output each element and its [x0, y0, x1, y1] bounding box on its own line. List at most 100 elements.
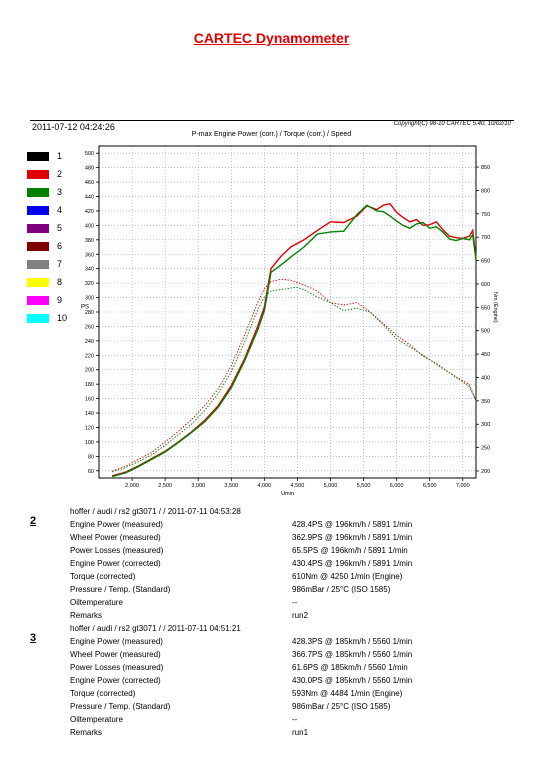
x-tick-label: 5,500: [357, 483, 371, 489]
legend-swatch: [27, 314, 49, 323]
run-block: 3 hoffer / audi / rs2 gt3071 / / 2011-07-…: [30, 622, 510, 739]
legend-swatch: [27, 242, 49, 251]
run-row: Oiltemperature --: [70, 713, 543, 726]
run-row-value: 593Nm @ 4484 1/min (Engine): [292, 689, 403, 698]
x-axis-label: Umin: [281, 491, 294, 497]
legend-label: 8: [57, 277, 63, 287]
run-row-value: 362.9PS @ 196km/h / 5891 1/min: [292, 533, 413, 542]
x-tick-label: 2,000: [125, 483, 139, 489]
y-tick-label: 440: [85, 195, 94, 201]
run-row-value: run1: [292, 728, 309, 737]
legend-swatch: [27, 206, 49, 215]
run-row-label: Engine Power (corrected): [70, 559, 161, 568]
y-tick-label: 380: [85, 238, 94, 244]
run-row-value: 65.5PS @ 196km/h / 5891 1/min: [292, 546, 408, 555]
run-row-label: Torque (corrected): [70, 689, 136, 698]
run-row-label: Wheel Power (measured): [70, 650, 161, 659]
run-row-value: 428.3PS @ 185km/h / 5560 1/min: [292, 637, 413, 646]
x-tick-label: 5,000: [324, 483, 338, 489]
legend-swatch: [27, 260, 49, 269]
y2-tick-label: 400: [481, 375, 490, 381]
y-tick-label: 260: [85, 324, 94, 330]
run-row: Power Losses (measured) 65.5PS @ 196km/h …: [70, 544, 543, 557]
run-row: Pressure / Temp. (Standard) 986mBar / 25°…: [70, 700, 543, 713]
run-row: Engine Power (measured) 428.3PS @ 185km/h…: [70, 635, 543, 648]
y2-tick-label: 500: [481, 329, 490, 335]
legend-item: 10: [27, 313, 87, 324]
x-tick-label: 4,500: [291, 483, 305, 489]
run-row-label: Remarks: [70, 611, 103, 620]
y2-tick-label: 850: [481, 165, 490, 171]
y-tick-label: 140: [85, 411, 94, 417]
y-tick-label: 80: [88, 454, 94, 460]
run-row: Power Losses (measured) 61.6PS @ 185km/h …: [70, 661, 543, 674]
run-row: Oiltemperature --: [70, 596, 543, 609]
legend-item: 6: [27, 241, 87, 252]
legend-swatch: [27, 170, 49, 179]
y-tick-label: 240: [85, 339, 94, 345]
run-row: Remarks run1: [70, 726, 543, 739]
legend-swatch: [27, 296, 49, 305]
y-tick-label: 220: [85, 353, 94, 359]
report-datetime: 2011-07-12 04:24:26: [32, 122, 115, 132]
run-number: 2: [30, 515, 37, 527]
header-divider: [30, 120, 514, 121]
run-block: 2 hoffer / audi / rs2 gt3071 / / 2011-07-…: [30, 505, 510, 622]
legend-item: 4: [27, 205, 87, 216]
legend-item: 7: [27, 259, 87, 270]
y-tick-label: 180: [85, 382, 94, 388]
y2-tick-label: 600: [481, 282, 490, 288]
y2-tick-label: 300: [481, 422, 490, 428]
y2-tick-label: 650: [481, 259, 490, 265]
run-row-value: 430.0PS @ 185km/h / 5560 1/min: [292, 676, 413, 685]
run-row-label: Engine Power (corrected): [70, 676, 161, 685]
run-header: hoffer / audi / rs2 gt3071 / / 2011-07-1…: [70, 507, 241, 516]
legend-label: 6: [57, 241, 63, 251]
legend-item: 9: [27, 295, 87, 306]
x-tick-label: 6,500: [423, 483, 437, 489]
y-tick-label: 360: [85, 252, 94, 258]
legend-label: 7: [57, 259, 63, 269]
legend-item: 2: [27, 169, 87, 180]
x-tick-label: 2,500: [158, 483, 172, 489]
series-line-power-run3: [112, 204, 477, 478]
y2-tick-label: 200: [481, 469, 490, 475]
run-row: Engine Power (corrected) 430.4PS @ 196km/…: [70, 557, 543, 570]
run-row-value: 61.6PS @ 185km/h / 5560 1/min: [292, 663, 408, 672]
y2-tick-label: 350: [481, 399, 490, 405]
y-tick-label: 320: [85, 281, 94, 287]
x-tick-label: 7,000: [456, 483, 470, 489]
run-row-value: 430.4PS @ 196km/h / 5891 1/min: [292, 559, 413, 568]
run-row: Engine Power (measured) 428.4PS @ 196km/h…: [70, 518, 543, 531]
y2-tick-label: 800: [481, 188, 490, 194]
run-row-label: Torque (corrected): [70, 572, 136, 581]
legend-label: 5: [57, 223, 63, 233]
run-row-value: run2: [292, 611, 309, 620]
y-tick-label: 400: [85, 223, 94, 229]
run-row: Remarks run2: [70, 609, 543, 622]
legend-swatch: [27, 188, 49, 197]
y-tick-label: 200: [85, 368, 94, 374]
copyright-text: Copyright(C) 98-10 CARTEC 5.40, 10/02/10: [393, 121, 511, 127]
y-tick-label: 60: [88, 469, 94, 475]
y2-tick-label: 450: [481, 352, 490, 358]
y-tick-label: 300: [85, 296, 94, 302]
y-tick-label: 420: [85, 209, 94, 215]
x-tick-label: 4,000: [257, 483, 271, 489]
run-row-value: --: [292, 598, 298, 607]
run-row-label: Oiltemperature: [70, 598, 123, 607]
legend-swatch: [27, 278, 49, 287]
run-details: 2 hoffer / audi / rs2 gt3071 / / 2011-07-…: [30, 505, 510, 739]
legend-label: 2: [57, 169, 63, 179]
run-row-value: 366.7PS @ 185km/h / 5560 1/min: [292, 650, 413, 659]
run-row-value: 986mBar / 25°C (ISO 1585): [292, 585, 391, 594]
run-row: Wheel Power (measured) 362.9PS @ 196km/h …: [70, 531, 543, 544]
run-row-label: Pressure / Temp. (Standard): [70, 585, 171, 594]
legend-label: 9: [57, 295, 63, 305]
y-tick-label: 100: [85, 440, 94, 446]
y2-tick-label: 700: [481, 235, 490, 241]
x-tick-label: 3,500: [224, 483, 238, 489]
y-tick-label: 500: [85, 151, 94, 157]
y2-tick-label: 550: [481, 305, 490, 311]
legend-label: 3: [57, 187, 63, 197]
